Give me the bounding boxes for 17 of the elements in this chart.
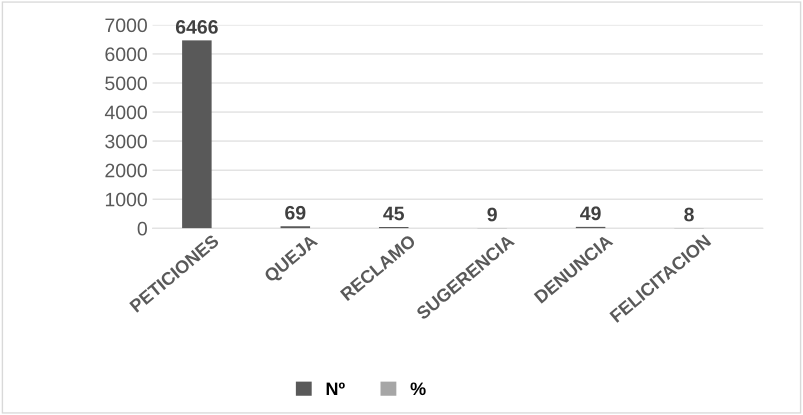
data-label: 6466 (176, 20, 218, 34)
data-label: 69 (285, 206, 306, 220)
y-tick-label: 4000 (104, 106, 147, 120)
y-tick-label: 6000 (105, 47, 147, 62)
legend-label: % (410, 382, 426, 396)
data-label: 45 (383, 206, 404, 220)
y-tick-label: 1000 (106, 192, 147, 206)
legend-label: Nº (326, 382, 345, 396)
data-label: 49 (580, 206, 601, 220)
y-tick-label: 7000 (105, 18, 147, 32)
data-label: 9 (487, 208, 497, 222)
data-label: 8 (684, 208, 694, 222)
y-tick-label: 3000 (105, 134, 147, 148)
y-tick-label: 0 (138, 222, 147, 236)
y-tick-label: 2000 (105, 164, 147, 178)
y-tick-label: 5000 (105, 76, 147, 90)
bar (182, 40, 212, 228)
